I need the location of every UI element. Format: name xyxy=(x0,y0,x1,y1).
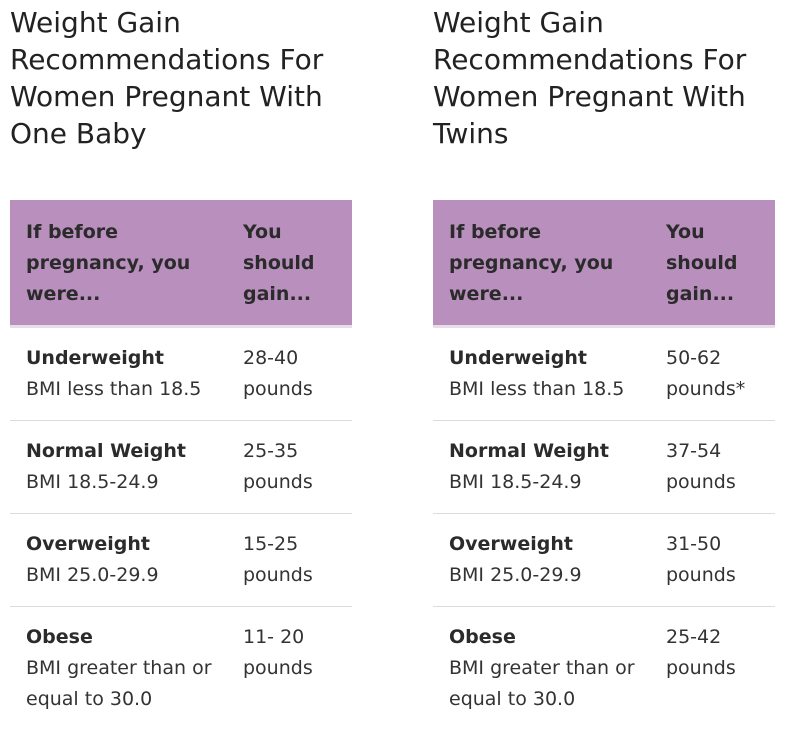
category-label: Normal Weight xyxy=(449,436,660,467)
category-label: Overweight xyxy=(26,529,237,560)
category-label: Normal Weight xyxy=(26,436,237,467)
gain-value: 25-35 pounds xyxy=(243,440,313,493)
category-label: Underweight xyxy=(449,343,660,374)
category-label: Obese xyxy=(26,622,237,653)
gain-cell: 50-62 pounds* xyxy=(666,327,775,421)
table-row: Obese BMI greater than or equal to 30.0 … xyxy=(10,607,352,730)
header-before-pregnancy: If before pregnancy, you were... xyxy=(433,200,666,327)
header-should-gain: You should gain... xyxy=(666,200,775,327)
gain-cell: 37-54 pounds xyxy=(666,421,775,514)
bmi-range: BMI 18.5-24.9 xyxy=(449,467,660,498)
bmi-range: BMI greater than or equal to 30.0 xyxy=(449,653,660,715)
gain-cell: 25-35 pounds xyxy=(243,421,352,514)
bmi-range: BMI less than 18.5 xyxy=(26,374,237,405)
gain-value: 25-42 pounds xyxy=(666,626,736,679)
category-cell: Overweight BMI 25.0-29.9 xyxy=(10,514,243,607)
twins-panel: Weight Gain Recommendations For Women Pr… xyxy=(433,0,775,730)
gain-value: 50-62 pounds* xyxy=(666,347,745,400)
table-row: Underweight BMI less than 18.5 28-40 pou… xyxy=(10,327,352,421)
category-cell: Underweight BMI less than 18.5 xyxy=(433,327,666,421)
header-before-pregnancy: If before pregnancy, you were... xyxy=(10,200,243,327)
bmi-range: BMI greater than or equal to 30.0 xyxy=(26,653,237,715)
gain-value: 28-40 pounds xyxy=(243,347,313,400)
category-cell: Obese BMI greater than or equal to 30.0 xyxy=(433,607,666,730)
gain-cell: 15-25 pounds xyxy=(243,514,352,607)
table-row: Obese BMI greater than or equal to 30.0 … xyxy=(433,607,775,730)
category-cell: Obese BMI greater than or equal to 30.0 xyxy=(10,607,243,730)
twins-table: If before pregnancy, you were... You sho… xyxy=(433,200,775,730)
twins-title: Weight Gain Recommendations For Women Pr… xyxy=(433,0,775,200)
category-cell: Overweight BMI 25.0-29.9 xyxy=(433,514,666,607)
table-header-row: If before pregnancy, you were... You sho… xyxy=(10,200,352,327)
gain-value: 37-54 pounds xyxy=(666,440,736,493)
header-should-gain: You should gain... xyxy=(243,200,352,327)
table-row: Overweight BMI 25.0-29.9 15-25 pounds xyxy=(10,514,352,607)
gain-cell: 11- 20 pounds xyxy=(243,607,352,730)
bmi-range: BMI 18.5-24.9 xyxy=(26,467,237,498)
table-row: Overweight BMI 25.0-29.9 31-50 pounds xyxy=(433,514,775,607)
bmi-range: BMI less than 18.5 xyxy=(449,374,660,405)
gain-cell: 25-42 pounds xyxy=(666,607,775,730)
one-baby-table: If before pregnancy, you were... You sho… xyxy=(10,200,352,730)
gain-cell: 31-50 pounds xyxy=(666,514,775,607)
one-baby-title: Weight Gain Recommendations For Women Pr… xyxy=(10,0,352,200)
table-header-row: If before pregnancy, you were... You sho… xyxy=(433,200,775,327)
table-row: Normal Weight BMI 18.5-24.9 37-54 pounds xyxy=(433,421,775,514)
table-row: Normal Weight BMI 18.5-24.9 25-35 pounds xyxy=(10,421,352,514)
category-label: Underweight xyxy=(26,343,237,374)
category-cell: Normal Weight BMI 18.5-24.9 xyxy=(433,421,666,514)
gain-value: 11- 20 pounds xyxy=(243,626,313,679)
table-row: Underweight BMI less than 18.5 50-62 pou… xyxy=(433,327,775,421)
gain-value: 15-25 pounds xyxy=(243,533,313,586)
category-label: Obese xyxy=(449,622,660,653)
category-cell: Normal Weight BMI 18.5-24.9 xyxy=(10,421,243,514)
gain-value: 31-50 pounds xyxy=(666,533,736,586)
bmi-range: BMI 25.0-29.9 xyxy=(449,560,660,591)
category-label: Overweight xyxy=(449,529,660,560)
category-cell: Underweight BMI less than 18.5 xyxy=(10,327,243,421)
gain-cell: 28-40 pounds xyxy=(243,327,352,421)
bmi-range: BMI 25.0-29.9 xyxy=(26,560,237,591)
one-baby-panel: Weight Gain Recommendations For Women Pr… xyxy=(10,0,352,730)
